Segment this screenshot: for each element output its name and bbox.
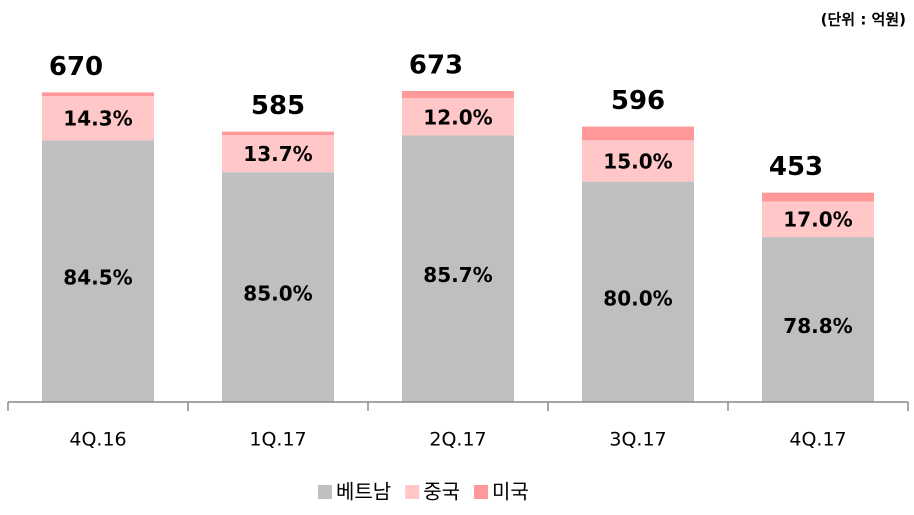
segment-label: 85.0%	[243, 282, 312, 306]
bar-segment	[582, 140, 694, 182]
bar-segment	[42, 140, 154, 402]
legend-swatch	[474, 485, 489, 499]
segment-label: 15.0%	[603, 150, 672, 174]
total-label: 673	[409, 51, 463, 81]
bar-segment	[222, 172, 334, 402]
segment-label: 84.5%	[63, 266, 132, 290]
bar-segment	[582, 126, 694, 141]
bar-segment	[402, 98, 514, 136]
bar-segment	[42, 92, 154, 97]
bar-segment	[762, 201, 874, 238]
total-label: 670	[49, 52, 103, 82]
x-tick-label: 2Q.17	[429, 429, 486, 451]
segment-label: 80.0%	[603, 286, 672, 310]
legend-label: 중국	[423, 480, 460, 504]
total-label: 596	[611, 86, 665, 116]
segment-label: 17.0%	[783, 208, 852, 232]
unit-note: (단위 : 억원)	[821, 11, 906, 29]
segment-label: 78.8%	[783, 314, 852, 338]
segment-label: 14.3%	[63, 107, 132, 131]
x-tick-label: 4Q.17	[789, 429, 846, 451]
bar-segment	[582, 181, 694, 402]
bar-segment	[762, 237, 874, 402]
total-label: 585	[251, 91, 305, 121]
legend-label: 베트남	[336, 480, 391, 504]
legend-label: 미국	[492, 480, 529, 504]
x-tick-label: 4Q.16	[69, 429, 126, 451]
x-tick-label: 3Q.17	[609, 429, 666, 451]
legend-swatch	[318, 485, 332, 499]
bar-segment	[222, 131, 334, 136]
x-tick-label: 1Q.17	[249, 429, 306, 451]
segment-label: 12.0%	[423, 105, 492, 129]
bar-segment	[42, 96, 154, 141]
bar-segment	[762, 192, 874, 202]
segment-label: 85.7%	[423, 263, 492, 287]
legend-swatch	[405, 485, 420, 499]
bar-segment	[402, 135, 514, 402]
bar-segment	[222, 135, 334, 173]
bar-segment	[402, 91, 514, 99]
segment-label: 13.7%	[243, 142, 312, 166]
total-label: 453	[769, 152, 823, 182]
